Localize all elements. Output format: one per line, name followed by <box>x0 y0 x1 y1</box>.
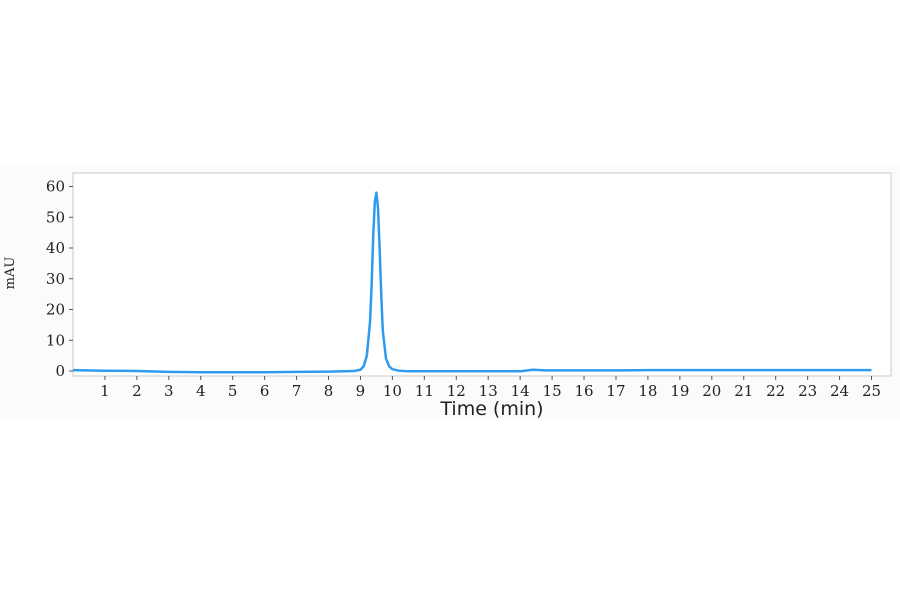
x-tick-label: 14 <box>511 382 530 400</box>
x-tick-label: 2 <box>132 382 142 400</box>
x-tick-label: 6 <box>260 382 270 400</box>
x-tick-label: 12 <box>447 382 466 400</box>
x-tick-label: 7 <box>292 382 302 400</box>
y-tick-label: 10 <box>46 331 65 349</box>
x-tick-label: 3 <box>164 382 174 400</box>
y-tick-label: 60 <box>46 178 65 196</box>
x-tick-label: 11 <box>415 382 434 400</box>
x-tick-label: 16 <box>574 382 593 400</box>
y-tick-label: 20 <box>46 301 65 319</box>
x-tick-label: 13 <box>479 382 498 400</box>
x-tick-label: 21 <box>734 382 753 400</box>
x-tick-label: 9 <box>356 382 366 400</box>
chart-area: 0 10 20 30 40 50 60 1 2 3 4 5 6 7 8 9 10 11 12 13 14 15 16 17 1… <box>0 165 900 420</box>
x-tick-label: 8 <box>324 382 334 400</box>
x-axis: 1 2 3 4 5 6 7 8 9 10 11 12 13 14 15 16 17 18 19 20 21 22 23 24 2… <box>100 376 881 400</box>
x-tick-label: 15 <box>543 382 562 400</box>
x-tick-label: 18 <box>638 382 657 400</box>
x-axis-title: Time (min) <box>439 398 543 420</box>
x-tick-label: 25 <box>862 382 881 400</box>
x-tick-label: 24 <box>830 382 849 400</box>
y-tick-label: 30 <box>46 270 65 288</box>
x-tick-label: 17 <box>606 382 625 400</box>
y-axis: 0 10 20 30 40 50 60 <box>46 178 73 380</box>
plot-frame <box>72 172 892 377</box>
y-tick-label: 50 <box>46 208 65 226</box>
x-tick-label: 23 <box>798 382 817 400</box>
x-tick-label: 19 <box>670 382 689 400</box>
x-tick-label: 1 <box>100 382 110 400</box>
chromatogram-trace <box>72 191 872 374</box>
y-axis-title: mAU <box>3 257 18 290</box>
y-tick-label: 0 <box>55 362 65 380</box>
x-tick-label: 10 <box>383 382 402 400</box>
x-tick-label: 20 <box>702 382 721 400</box>
x-tick-label: 22 <box>766 382 785 400</box>
x-tick-label: 4 <box>196 382 206 400</box>
x-tick-label: 5 <box>228 382 238 400</box>
y-tick-label: 40 <box>46 239 65 257</box>
